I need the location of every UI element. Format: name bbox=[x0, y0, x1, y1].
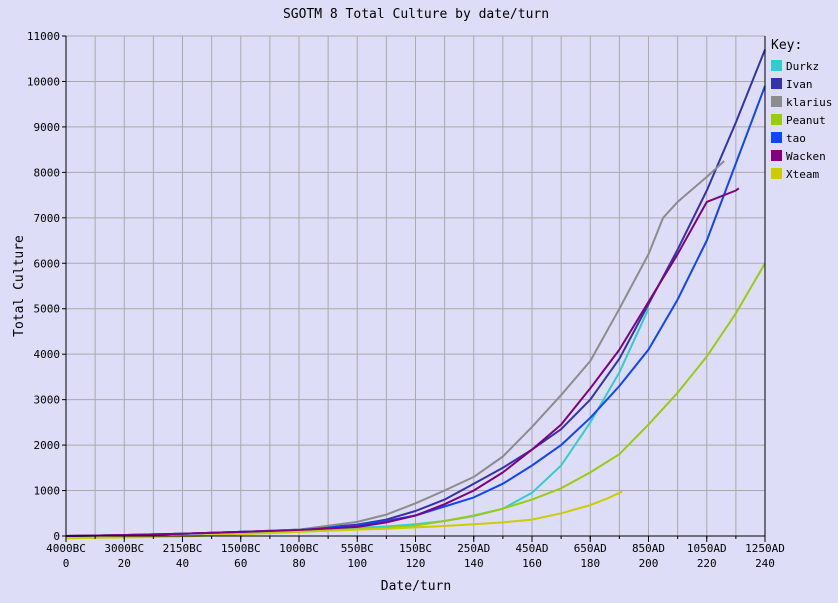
legend-swatch-tao bbox=[771, 132, 782, 143]
x-tick-date-label: 3000BC bbox=[104, 542, 144, 555]
x-tick-turn-label: 20 bbox=[118, 557, 131, 570]
x-axis-label: Date/turn bbox=[381, 579, 451, 594]
x-tick-date-label: 1250AD bbox=[745, 542, 785, 555]
legend-label-ivan: Ivan bbox=[786, 78, 813, 91]
axes: 0100020003000400050006000700080009000100… bbox=[27, 30, 785, 570]
x-tick-turn-label: 220 bbox=[697, 557, 717, 570]
legend-label-xteam: Xteam bbox=[786, 168, 819, 181]
chart-title: SGOTM 8 Total Culture by date/turn bbox=[283, 7, 549, 22]
x-tick-turn-label: 240 bbox=[755, 557, 775, 570]
y-tick-label: 1000 bbox=[34, 485, 61, 498]
legend-swatch-peanut bbox=[771, 114, 782, 125]
y-tick-label: 10000 bbox=[27, 75, 60, 88]
x-tick-turn-label: 120 bbox=[406, 557, 426, 570]
legend-label-tao: tao bbox=[786, 132, 806, 145]
legend-swatch-ivan bbox=[771, 78, 782, 89]
y-tick-label: 9000 bbox=[34, 121, 61, 134]
x-tick-date-label: 850AD bbox=[632, 542, 665, 555]
x-tick-turn-label: 200 bbox=[639, 557, 659, 570]
y-tick-label: 6000 bbox=[34, 257, 61, 270]
y-tick-label: 5000 bbox=[34, 303, 61, 316]
series-layer bbox=[65, 49, 766, 540]
legend-swatch-klarius bbox=[771, 96, 782, 107]
x-tick-date-label: 150BC bbox=[399, 542, 432, 555]
series-line-wacken bbox=[65, 187, 740, 537]
x-tick-date-label: 1050AD bbox=[687, 542, 727, 555]
y-tick-label: 8000 bbox=[34, 166, 61, 179]
legend: Key: Durkz Ivan klarius Peanut tao Wacken Xtea… bbox=[771, 38, 832, 181]
x-tick-turn-label: 180 bbox=[580, 557, 600, 570]
x-tick-date-label: 4000BC bbox=[46, 542, 86, 555]
x-tick-turn-label: 140 bbox=[464, 557, 484, 570]
x-tick-turn-label: 160 bbox=[522, 557, 542, 570]
x-tick-date-label: 450AD bbox=[515, 542, 548, 555]
legend-swatch-durkz bbox=[771, 60, 782, 71]
legend-label-wacken: Wacken bbox=[786, 150, 826, 163]
x-tick-turn-label: 40 bbox=[176, 557, 189, 570]
x-tick-turn-label: 80 bbox=[292, 557, 305, 570]
x-tick-turn-label: 60 bbox=[234, 557, 247, 570]
y-tick-label: 11000 bbox=[27, 30, 60, 43]
legend-label-durkz: Durkz bbox=[786, 60, 819, 73]
y-tick-label: 2000 bbox=[34, 439, 61, 452]
legend-swatch-wacken bbox=[771, 150, 782, 161]
legend-swatch-xteam bbox=[771, 168, 782, 179]
y-axis-label: Total Culture bbox=[12, 235, 27, 337]
x-tick-turn-label: 100 bbox=[347, 557, 367, 570]
y-tick-label: 3000 bbox=[34, 394, 61, 407]
legend-label-klarius: klarius bbox=[786, 96, 832, 109]
series-line-xteam bbox=[65, 490, 623, 540]
x-tick-date-label: 250AD bbox=[457, 542, 490, 555]
x-tick-date-label: 650AD bbox=[574, 542, 607, 555]
x-tick-date-label: 1500BC bbox=[221, 542, 261, 555]
x-tick-date-label: 2150BC bbox=[163, 542, 203, 555]
legend-label-peanut: Peanut bbox=[786, 114, 826, 127]
y-tick-label: 4000 bbox=[34, 348, 61, 361]
y-tick-label: 0 bbox=[53, 530, 60, 543]
x-tick-date-label: 550BC bbox=[341, 542, 374, 555]
x-tick-turn-label: 0 bbox=[63, 557, 70, 570]
x-tick-date-label: 1000BC bbox=[279, 542, 319, 555]
y-tick-label: 7000 bbox=[34, 212, 61, 225]
legend-title: Key: bbox=[771, 38, 802, 53]
